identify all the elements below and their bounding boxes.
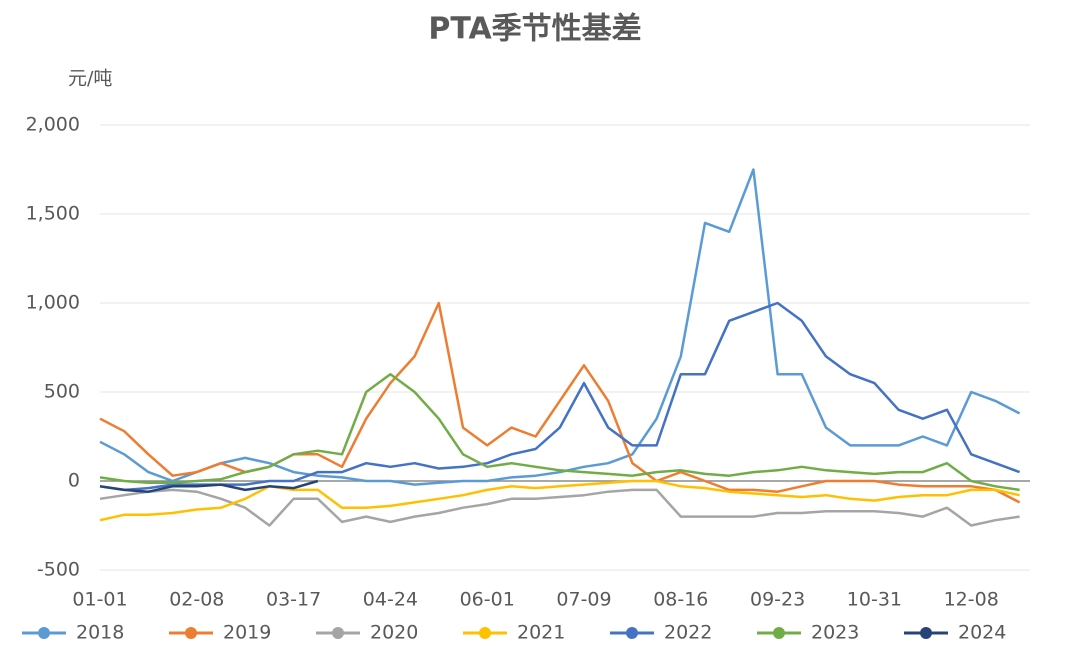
y-tick-label: -500: [37, 559, 80, 581]
x-tick-label: 09-23: [750, 589, 805, 611]
y-tick-label: 500: [44, 381, 80, 403]
legend-marker: [920, 627, 932, 639]
legend-marker: [626, 627, 638, 639]
x-tick-label: 02-08: [169, 589, 224, 611]
legend-marker: [38, 627, 50, 639]
x-tick-label: 01-01: [72, 589, 127, 611]
x-tick-label: 06-01: [460, 589, 515, 611]
series-line: [99, 488, 1020, 527]
legend-label: 2020: [370, 622, 418, 644]
x-tick-label: 10-31: [847, 589, 902, 611]
x-tick-label: 04-24: [363, 589, 418, 611]
legend-marker: [479, 627, 491, 639]
x-tick-label: 07-09: [556, 589, 611, 611]
legend-marker: [185, 627, 197, 639]
legend-marker: [332, 627, 344, 639]
series-line: [99, 301, 1021, 492]
y-tick-label: 0: [68, 470, 80, 492]
y-axis-label: 元/吨: [68, 68, 112, 90]
series-line: [99, 168, 1021, 486]
chart-title: PTA季节性基差: [428, 12, 641, 47]
legend-label: 2023: [811, 622, 859, 644]
legend-label: 2022: [664, 622, 712, 644]
x-tick-label: 08-16: [653, 589, 708, 611]
y-tick-label: 1,000: [26, 292, 80, 314]
legend-label: 2018: [76, 622, 124, 644]
x-tick-label: 12-08: [944, 589, 999, 611]
legend-label: 2024: [958, 622, 1006, 644]
series-line: [99, 372, 1020, 492]
legend-label: 2019: [223, 622, 271, 644]
series-line: [99, 479, 1020, 522]
legend-marker: [773, 627, 785, 639]
legend-label: 2021: [517, 622, 565, 644]
y-tick-label: 2,000: [26, 114, 80, 136]
series-line: [99, 479, 319, 493]
y-tick-label: 1,500: [26, 203, 80, 225]
x-tick-label: 03-17: [266, 589, 321, 611]
